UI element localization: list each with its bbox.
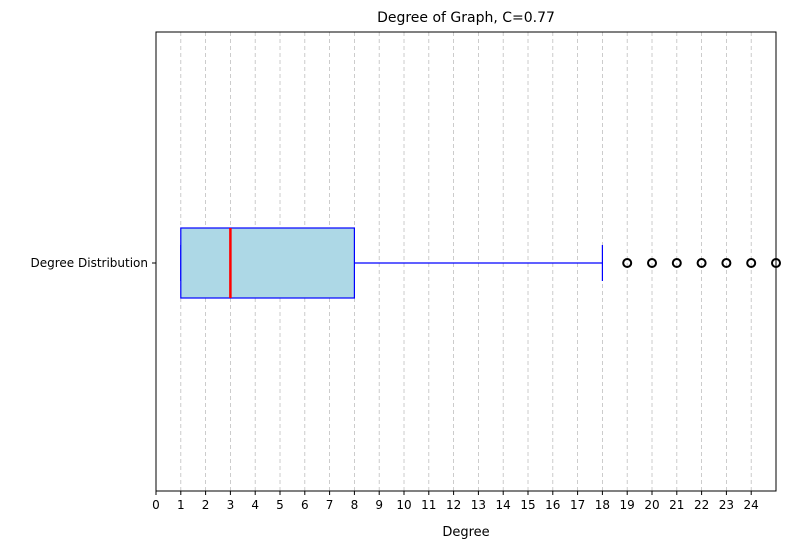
y-axis-ticks: Degree Distribution <box>31 256 156 270</box>
x-tick-label: 4 <box>251 498 259 512</box>
x-tick-label: 1 <box>177 498 185 512</box>
chart-title: Degree of Graph, C=0.77 <box>377 10 555 26</box>
x-tick-label: 24 <box>744 498 759 512</box>
x-tick-label: 0 <box>152 498 160 512</box>
x-tick-label: 9 <box>375 498 383 512</box>
x-tick-label: 16 <box>545 498 560 512</box>
x-tick-label: 21 <box>669 498 684 512</box>
outlier-point <box>622 258 633 268</box>
y-tick-label: Degree Distribution <box>31 256 149 270</box>
x-tick-label: 18 <box>595 498 610 512</box>
plot-frame <box>155 31 777 492</box>
x-axis-label: Degree <box>442 525 489 540</box>
outlier-point <box>647 258 657 268</box>
outlier-point <box>746 258 757 268</box>
x-tick-label: 6 <box>301 498 309 512</box>
x-tick-label: 19 <box>620 498 635 512</box>
x-tick-label: 23 <box>719 498 734 512</box>
x-tick-label: 2 <box>202 498 210 512</box>
x-tick-label: 20 <box>644 498 659 512</box>
x-tick-label: 5 <box>276 498 284 512</box>
box-plot-group <box>180 227 781 299</box>
outlier-point <box>671 258 682 268</box>
x-tick-label: 10 <box>396 498 411 512</box>
x-tick-label: 3 <box>227 498 235 512</box>
outlier-point <box>721 258 732 268</box>
outlier-point <box>696 258 707 268</box>
x-tick-label: 13 <box>471 498 486 512</box>
box-iqr <box>180 227 356 299</box>
x-tick-label: 15 <box>520 498 535 512</box>
x-tick-label: 8 <box>351 498 359 512</box>
x-tick-label: 12 <box>446 498 461 512</box>
x-axis-ticks: 0 1 2 3 4 5 6 7 8 9 10 11 12 13 14 15 16 17 18 19 20 21 22 23 24 <box>152 491 759 512</box>
x-tick-label: 14 <box>496 498 511 512</box>
x-tick-label: 7 <box>326 498 334 512</box>
x-tick-label: 11 <box>421 498 436 512</box>
x-tick-label: 17 <box>570 498 585 512</box>
x-tick-label: 22 <box>694 498 709 512</box>
